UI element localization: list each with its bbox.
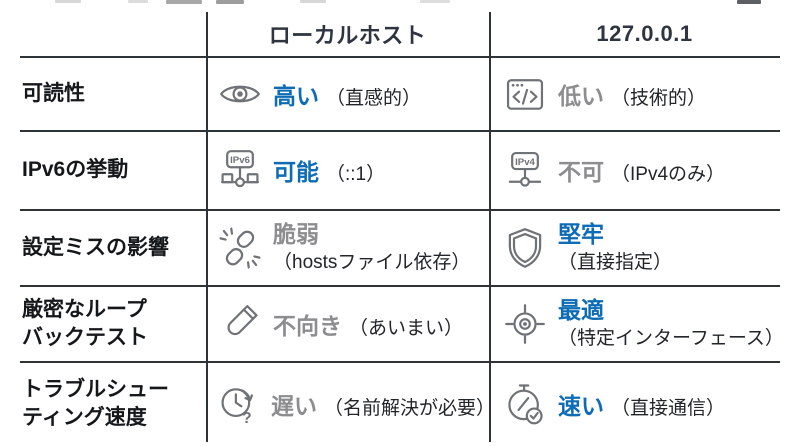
criterion-readability: 可読性 bbox=[22, 81, 85, 105]
criterion-loopback: 厳密なループ バックテスト bbox=[22, 297, 148, 349]
criterion-misconfig: 設定ミスの影響 bbox=[22, 235, 169, 259]
verdict-note: （hostsファイル依存） bbox=[273, 251, 471, 273]
cropped-text-remnant bbox=[216, 0, 244, 4]
table-row-misconfig: 設定ミスの影響 脆弱 （hostsファイル依存） 堅牢 （直接指定） bbox=[0, 210, 800, 285]
stopwatch-check-icon bbox=[503, 382, 547, 426]
verdict-text: 堅牢 bbox=[558, 221, 604, 248]
shield-icon bbox=[503, 226, 547, 270]
verdict-note: （直接通信） bbox=[611, 398, 726, 419]
header-127001-label: 127.0.0.1 bbox=[596, 21, 693, 46]
cell-readability-localhost: 高い （直感的） bbox=[206, 57, 489, 130]
verdict-text: 不向き bbox=[273, 312, 342, 339]
verdict-note: （あいまい） bbox=[349, 317, 464, 339]
ipv6-network-icon: IPv6 bbox=[218, 148, 262, 192]
table-row-loopback: 厳密なループ バックテスト 不向き （あいまい） 最適 （特定インターフェー bbox=[0, 286, 800, 361]
cell-troubleshooting-ip: 速い （直接通信） bbox=[489, 362, 800, 446]
row-divider bbox=[20, 285, 780, 287]
criterion-troubleshooting: トラブルシュー ティング速度 bbox=[22, 378, 169, 429]
clock-question-icon: ? bbox=[218, 382, 262, 426]
cropped-text-remnant bbox=[128, 0, 148, 3]
cropped-text-remnant bbox=[737, 0, 761, 4]
header-localhost-label: ローカルホスト bbox=[268, 23, 427, 48]
table-row-troubleshooting: トラブルシュー ティング速度 ? 遅い （名前解決が必要） bbox=[0, 362, 800, 446]
row-divider bbox=[20, 361, 780, 363]
verdict-note: （名前解決が必要） bbox=[324, 398, 496, 419]
column-divider-right bbox=[489, 12, 491, 442]
test-tube-icon bbox=[218, 302, 262, 346]
verdict-note: （直感的） bbox=[326, 87, 422, 109]
cropped-text-remnant bbox=[300, 0, 326, 3]
cell-loopback-localhost: 不向き （あいまい） bbox=[206, 286, 489, 361]
cropped-text-remnant bbox=[166, 0, 202, 4]
cell-troubleshooting-localhost: ? 遅い （名前解決が必要） bbox=[206, 362, 495, 446]
code-window-icon bbox=[503, 72, 547, 116]
table-header-row: ローカルホスト 127.0.0.1 bbox=[0, 12, 800, 56]
row-divider bbox=[20, 209, 780, 211]
cell-misconfig-ip: 堅牢 （直接指定） bbox=[489, 210, 800, 285]
verdict-text: 最適 bbox=[558, 297, 604, 324]
cropped-text-remnant bbox=[55, 0, 81, 3]
cell-ipv6-localhost: IPv6 可能 （::1） bbox=[206, 131, 489, 209]
ipv4-network-icon: IPv4 bbox=[503, 148, 547, 192]
criterion-ipv6: IPv6の挙動 bbox=[22, 158, 129, 182]
table-row-readability: 可読性 高い （直感的） 低い （技術的） bbox=[0, 57, 800, 130]
verdict-text: 不可 bbox=[558, 159, 604, 185]
verdict-text: 高い bbox=[273, 82, 319, 109]
cell-loopback-ip: 最適 （特定インターフェース） bbox=[489, 286, 800, 361]
cropped-text-remnant bbox=[420, 0, 450, 3]
verdict-text: 脆弱 bbox=[273, 221, 319, 248]
verdict-text: 遅い bbox=[271, 393, 317, 419]
verdict-note: （IPv4のみ） bbox=[611, 164, 726, 185]
cell-misconfig-localhost: 脆弱 （hostsファイル依存） bbox=[206, 210, 489, 285]
header-localhost: ローカルホスト bbox=[206, 12, 489, 56]
target-icon bbox=[503, 302, 547, 346]
row-divider bbox=[20, 130, 780, 132]
cell-readability-ip: 低い （技術的） bbox=[489, 57, 800, 130]
svg-text:IPv4: IPv4 bbox=[515, 157, 535, 168]
row-divider bbox=[20, 56, 780, 58]
verdict-note: （直接指定） bbox=[558, 251, 673, 273]
verdict-text: 速い bbox=[558, 393, 604, 419]
svg-text:IPv6: IPv6 bbox=[230, 155, 250, 166]
column-divider-left bbox=[206, 12, 208, 442]
verdict-note: （::1） bbox=[326, 164, 386, 185]
eye-icon bbox=[218, 72, 262, 116]
broken-link-icon bbox=[218, 226, 262, 270]
verdict-note: （特定インターフェース） bbox=[558, 327, 784, 349]
verdict-text: 可能 bbox=[273, 159, 319, 185]
table-row-ipv6: IPv6の挙動 IPv6 可能 （::1） IPv4 bbox=[0, 131, 800, 209]
header-127001: 127.0.0.1 bbox=[489, 12, 800, 56]
verdict-text: 低い bbox=[558, 82, 604, 109]
svg-text:?: ? bbox=[242, 410, 252, 426]
verdict-note: （技術的） bbox=[611, 87, 707, 109]
cell-ipv6-ip: IPv4 不可 （IPv4のみ） bbox=[489, 131, 800, 209]
